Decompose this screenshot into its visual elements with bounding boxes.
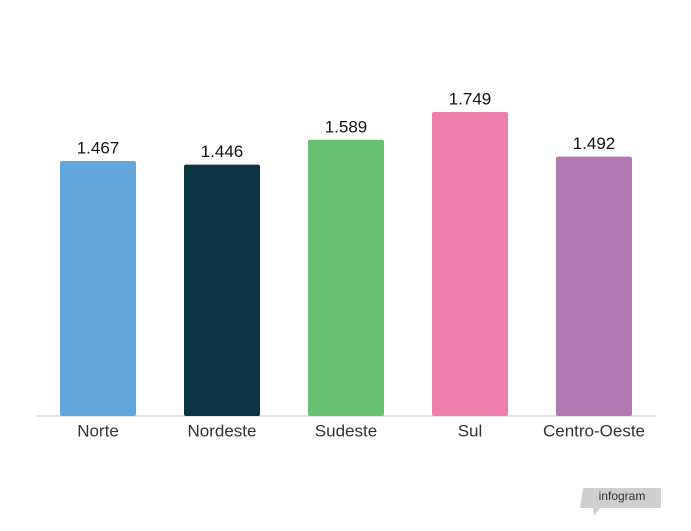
x-tick-label: Norte <box>77 421 119 440</box>
x-tick-label: Sudeste <box>315 421 377 440</box>
x-tick-label: Sul <box>458 421 483 440</box>
logo-text: infogram <box>599 489 646 503</box>
bar <box>556 156 632 416</box>
bar <box>432 112 508 416</box>
value-label: 1.749 <box>449 89 492 108</box>
brand-logo: infogram <box>580 488 661 516</box>
value-label: 1.589 <box>325 117 368 136</box>
logo-badge <box>580 488 661 516</box>
value-label: 1.467 <box>77 138 120 157</box>
x-tick-label: Centro-Oeste <box>543 421 645 440</box>
bar <box>60 161 136 416</box>
value-label: 1.492 <box>573 134 616 153</box>
bar <box>184 164 260 416</box>
x-tick-label: Nordeste <box>188 421 257 440</box>
bar <box>308 139 384 416</box>
value-label: 1.446 <box>201 142 244 161</box>
